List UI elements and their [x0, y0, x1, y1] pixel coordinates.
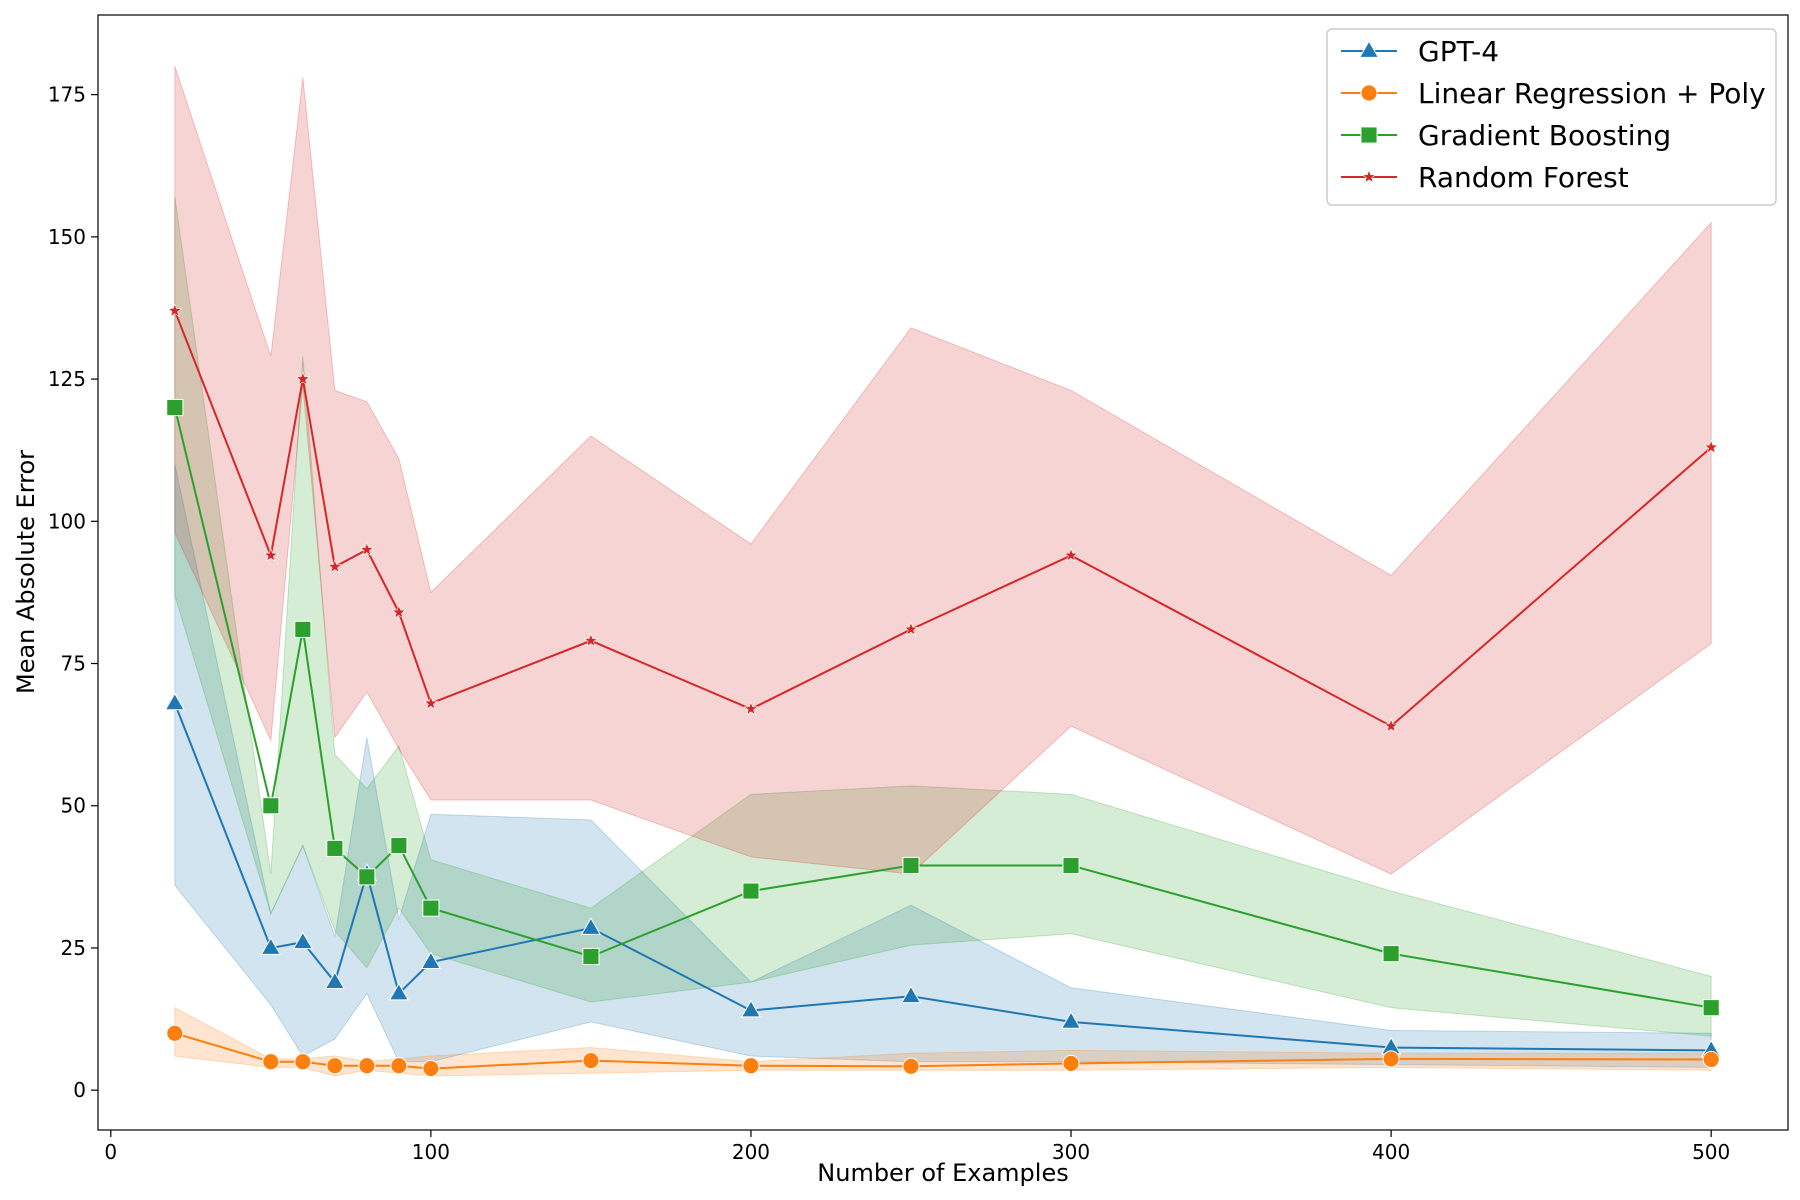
linear-regression-poly-point: [390, 1057, 408, 1075]
gradient-boosting-point: [326, 839, 344, 857]
random-forest-legend-marker: [1361, 169, 1377, 184]
gradient-boosting-point: [902, 856, 920, 875]
gradient-boosting-point: [358, 868, 376, 886]
gradient-boosting-point: [262, 797, 280, 815]
linear-regression-poly-legend-label: Linear Regression + Poly: [1418, 77, 1766, 110]
gradient-boosting-point: [1702, 999, 1720, 1017]
gpt-4-point: [164, 692, 185, 711]
gradient-boosting-point: [1062, 856, 1080, 875]
gpt-4-point: [388, 982, 410, 1001]
random-forest-point: [743, 701, 759, 716]
random-forest-point: [391, 604, 407, 619]
linear-regression-poly-point: [422, 1059, 440, 1078]
legend-box: [1326, 28, 1777, 206]
gradient-boosting-legend-marker: [1360, 126, 1378, 144]
confidence-bands: [174, 66, 1712, 1077]
linear-regression-poly-point: [166, 1024, 184, 1042]
y-axis-ticks: 0 25 50 75 100 125 150 175: [48, 83, 98, 1102]
y-tick-label: 175: [48, 83, 86, 107]
gradient-boosting-point: [294, 620, 312, 638]
x-tick-label: 300: [1052, 1140, 1090, 1164]
x-axis-label: Number of Examples: [817, 1159, 1068, 1187]
y-tick-label: 150: [48, 225, 86, 249]
y-tick-label: 0: [73, 1078, 86, 1102]
random-forest-point: [423, 695, 439, 710]
gradient-boosting-point: [582, 947, 600, 966]
series-markers: [164, 303, 1722, 1078]
gpt-4-point: [420, 951, 442, 970]
random-forest-point: [263, 547, 279, 562]
gradient-boosting-point: [166, 398, 184, 417]
gradient-boosting-point: [1382, 945, 1400, 963]
linear-regression-poly-point: [1702, 1050, 1720, 1069]
y-tick-label: 125: [48, 367, 86, 391]
gpt-4-legend-label: GPT-4: [1418, 35, 1499, 68]
random-forest-point: [295, 371, 311, 386]
random-forest-confidence-band: [174, 66, 1712, 875]
y-tick-label: 50: [61, 794, 86, 818]
gpt-4-point: [260, 937, 281, 955]
y-tick-label: 100: [48, 509, 86, 533]
gpt-4-point: [580, 917, 602, 935]
random-forest-point: [327, 559, 343, 574]
plot-frame: [97, 14, 1789, 1131]
gpt-4-point: [900, 985, 922, 1004]
random-forest-point: [1383, 718, 1399, 733]
random-forest-point: [583, 633, 599, 647]
linear-regression-poly-legend-marker: [1360, 84, 1378, 102]
linear-regression-poly-point: [326, 1057, 344, 1075]
gradient-boosting-legend-label: Gradient Boosting: [1418, 119, 1671, 152]
y-tick-label: 75: [61, 652, 86, 676]
linear-regression-poly-point: [1062, 1054, 1080, 1073]
x-tick-label: 100: [412, 1140, 450, 1164]
linear-regression-poly-point: [902, 1057, 920, 1075]
gpt-4-point: [292, 931, 313, 950]
x-tick-label: 500: [1692, 1140, 1730, 1164]
y-axis-label: Mean Absolute Error: [12, 450, 40, 694]
linear-regression-poly-point: [294, 1053, 312, 1071]
gradient-boosting-point: [390, 836, 408, 855]
gpt-4-point: [1060, 1011, 1082, 1029]
linear-regression-poly-point: [742, 1057, 760, 1075]
x-tick-label: 200: [732, 1140, 770, 1164]
linear-regression-poly-point: [262, 1053, 280, 1071]
random-forest-point: [1063, 547, 1079, 562]
gpt-4-legend-marker: [1358, 40, 1380, 58]
legend: GPT-4 Linear Regression + Poly Gradient Bo…: [1326, 28, 1777, 206]
gpt-4-point: [740, 999, 762, 1018]
x-axis-ticks: 0 100 200 300 400 500: [104, 1130, 1730, 1164]
linear-regression-poly-point: [582, 1052, 600, 1070]
x-tick-label: 400: [1372, 1140, 1410, 1164]
gradient-boosting-point: [742, 882, 760, 900]
y-tick-label: 25: [61, 936, 86, 960]
random-forest-point: [359, 542, 375, 556]
random-forest-point: [903, 621, 919, 636]
gradient-boosting-point: [422, 899, 440, 917]
x-tick-label: 0: [104, 1140, 117, 1164]
random-forest-point: [167, 303, 183, 318]
random-forest-legend-label: Random Forest: [1418, 161, 1629, 194]
gpt-4-point: [324, 971, 346, 989]
linear-regression-poly-point: [1382, 1050, 1400, 1068]
linear-regression-poly-point: [358, 1057, 376, 1075]
random-forest-point: [1703, 439, 1719, 454]
